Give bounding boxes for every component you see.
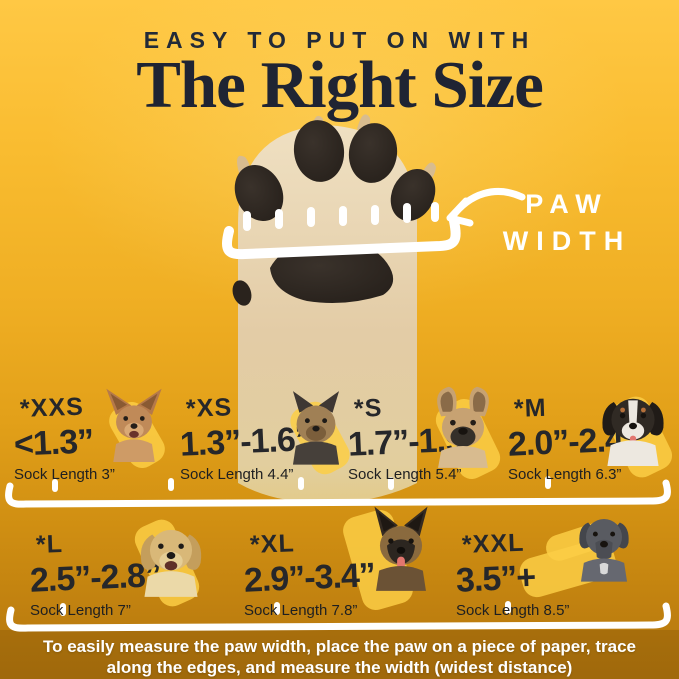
sock-length: Sock Length 5.4” — [348, 466, 462, 483]
size-entry-xl: *XL 2.9”-3.4” Sock Length 7.8” — [243, 528, 414, 619]
sock-length: Sock Length 7.8” — [244, 602, 358, 619]
ruler-line-bottom — [0, 598, 679, 634]
dog-photo-french-bulldog — [424, 380, 502, 470]
paw-width-ruler — [222, 202, 461, 260]
dog-photo-chihuahua — [98, 386, 170, 462]
dog-photo-golden-retriever — [132, 504, 210, 604]
footer-line-2: along the edges, and measure the width (… — [106, 658, 573, 677]
size-entry-xxs: *XXS <1.3” Sock Length 3” — [13, 392, 184, 483]
paw-width-label: PAW WIDTH — [502, 189, 632, 256]
paw-photo — [215, 103, 465, 515]
size-entry-m: *M 2.0”-2.4” Sock Length 6.3” — [507, 392, 678, 483]
dog-photo-german-shepherd — [362, 492, 440, 604]
size-entry-l: *L 2.5”-2.8” Sock Length 7” — [29, 528, 200, 619]
header-kicker: EASY TO PUT ON WITH — [143, 27, 536, 53]
ruler-line-middle — [0, 476, 679, 512]
sock-length: Sock Length 3” — [14, 466, 115, 483]
footer-note: To easily measure the paw width, place t… — [0, 636, 679, 678]
size-entry-s: *S 1.7”-1.9” Sock Length 5.4” — [347, 392, 518, 483]
footer-band — [0, 630, 679, 679]
size-entry-xxl: *XXL 3.5”+ Sock Length 8.5” — [455, 528, 626, 619]
sock-length: Sock Length 7” — [30, 602, 131, 619]
sock-length: Sock Length 8.5” — [456, 602, 570, 619]
dog-photo-great-dane — [568, 494, 640, 590]
size-entry-xs: *XS 1.3”-1.6” Sock Length 4.4” — [179, 392, 350, 483]
footer-line-1: To easily measure the paw width, place t… — [43, 637, 636, 656]
dog-photo-australian-shepherd — [590, 378, 676, 466]
page-title: The Right Size — [136, 48, 544, 122]
sock-length: Sock Length 4.4” — [180, 466, 294, 483]
dog-photo-yorkshire-terrier-puppy — [280, 384, 352, 466]
sock-length: Sock Length 6.3” — [508, 466, 622, 483]
paw-width-arrow-icon — [440, 185, 530, 245]
